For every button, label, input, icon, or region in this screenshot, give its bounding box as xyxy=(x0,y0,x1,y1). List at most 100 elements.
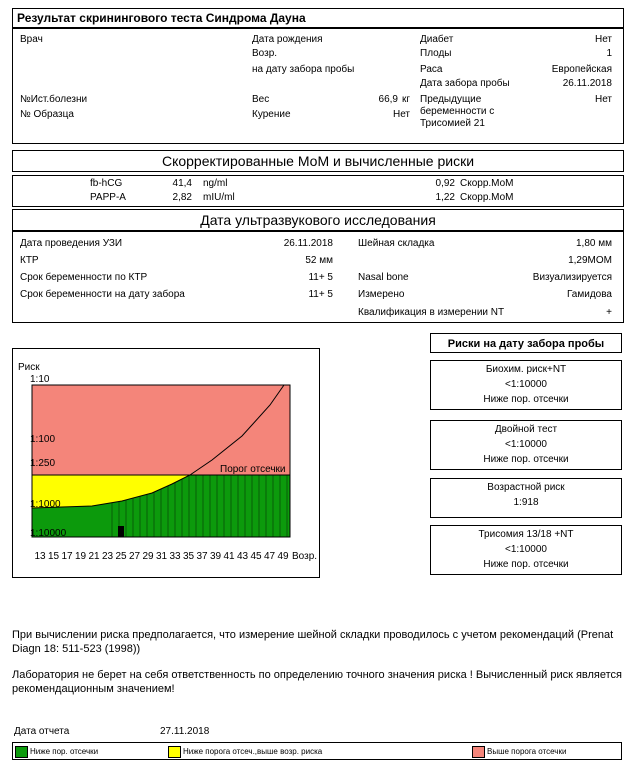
label: Диабет xyxy=(420,34,454,45)
risk-name: Биохим. риск+NT xyxy=(485,364,567,375)
x-tick-label: 21 xyxy=(88,551,100,562)
value: Визуализируется xyxy=(532,272,612,283)
value: 11+ 5 xyxy=(308,289,333,300)
risk-value: <1:10000 xyxy=(505,379,547,390)
label: Дата забора пробы xyxy=(420,78,510,89)
unit: Скорр.МоМ xyxy=(460,178,514,189)
value: 26.11.2018 xyxy=(283,238,333,249)
risk-box xyxy=(430,525,622,575)
label: Вес xyxy=(252,94,270,105)
x-axis-label: Возр. xyxy=(292,551,317,562)
section-title: Риски на дату забора пробы xyxy=(447,338,605,350)
legend-box xyxy=(12,742,622,760)
y-tick-label: 1:10 xyxy=(30,374,50,385)
value: 52 мм xyxy=(305,255,333,266)
value: 1 xyxy=(606,48,612,59)
x-tick-label: 37 xyxy=(196,551,208,562)
label: Врач xyxy=(20,34,43,45)
legend-label: Выше порога отсечки xyxy=(487,747,567,756)
x-tick-label: 45 xyxy=(250,551,262,562)
y-tick-label: 1:250 xyxy=(30,458,55,469)
risk-curve xyxy=(31,384,285,509)
label: Плоды xyxy=(420,48,452,59)
label: Срок беременности по КТР xyxy=(20,272,148,283)
risk-value: 1:918 xyxy=(513,497,539,508)
risk-status: Ниже пор. отсечки xyxy=(483,559,569,570)
x-tick-label: 49 xyxy=(277,551,289,562)
patient-age-bar xyxy=(118,526,124,537)
x-tick-label: 23 xyxy=(102,551,114,562)
x-tick-label: 15 xyxy=(48,551,60,562)
value: 66,9 xyxy=(378,94,398,105)
label: КТР xyxy=(20,255,39,266)
value: Европейская xyxy=(551,64,612,75)
y-tick-label: 1:100 xyxy=(30,434,55,445)
section-box xyxy=(12,150,624,172)
x-tick-label: 41 xyxy=(223,551,235,562)
mom-box xyxy=(12,175,624,207)
label: на дату забора пробы xyxy=(252,64,355,75)
label: Квалификация в измерении NT xyxy=(358,307,505,318)
note: При вычислении риска предполагается, что… xyxy=(12,629,614,655)
x-tick-label: 39 xyxy=(210,551,222,562)
risk-zone-high xyxy=(32,385,290,475)
risk-box xyxy=(430,478,622,518)
risk-name: Возрастной риск xyxy=(487,482,565,493)
x-tick-label: 17 xyxy=(61,551,73,562)
legend-swatch xyxy=(15,746,28,758)
x-tick-label: 27 xyxy=(129,551,141,562)
risk-value: <1:10000 xyxy=(505,439,547,450)
risk-value: <1:10000 xyxy=(505,544,547,555)
value: Гамидова xyxy=(566,289,612,300)
note: Лаборатория не берет на себя ответственн… xyxy=(12,669,623,695)
value: 0,92 xyxy=(435,178,455,189)
section-title: Дата ультразвукового исследования xyxy=(200,212,436,228)
risk-box xyxy=(430,420,622,470)
x-tick-label: 33 xyxy=(169,551,181,562)
label: №Ист.болезни xyxy=(20,94,88,105)
value: 27.11.2018 xyxy=(160,726,210,737)
value: Нет xyxy=(392,109,410,120)
label: Дата отчета xyxy=(14,726,70,737)
x-tick-label: 31 xyxy=(156,551,168,562)
label: Срок беременности на дату забора xyxy=(20,289,185,300)
label: № Образца xyxy=(20,109,74,120)
label: Nasal bone xyxy=(358,272,409,283)
y-tick-label: 1:1000 xyxy=(30,499,61,510)
marker: fb-hCG xyxy=(90,178,123,189)
x-tick-label: 35 xyxy=(183,551,195,562)
label: Шейная складка xyxy=(358,238,435,249)
x-tick-label: 47 xyxy=(264,551,276,562)
risk-name: Двойной тест xyxy=(494,424,558,435)
title: Результат скринингового теста Синдрома Д… xyxy=(17,11,306,25)
patient-box xyxy=(12,28,624,144)
risks-title-box xyxy=(430,333,622,353)
threshold-label: Порог отсечки xyxy=(220,464,286,475)
value: 1,29MOM xyxy=(568,255,612,266)
y-tick-label: 1:10000 xyxy=(30,528,67,539)
x-tick-label: 13 xyxy=(34,551,46,562)
legend-label: Ниже пор. отсечки xyxy=(30,747,99,756)
unit: Скорр.МоМ xyxy=(460,192,514,203)
value: 41,4 xyxy=(172,178,192,189)
risk-zone-mid xyxy=(32,475,190,508)
unit: mIU/ml xyxy=(203,192,235,203)
section-title: Скорректированные МоМ и вычисленные риск… xyxy=(161,153,475,169)
label: Дата проведения УЗИ xyxy=(20,238,123,249)
legend-swatch xyxy=(168,746,181,758)
x-tick-label: 25 xyxy=(115,551,127,562)
header-box xyxy=(12,8,624,28)
x-tick-label: 19 xyxy=(75,551,87,562)
value: 26.11.2018 xyxy=(562,78,612,89)
x-tick-label: 29 xyxy=(142,551,154,562)
label: Дата рождения xyxy=(252,34,323,45)
ultrasound-box xyxy=(12,231,624,323)
legend-label: Ниже порога отсеч.,выше возр. риска xyxy=(183,747,323,756)
value: 1,22 xyxy=(435,192,455,203)
risk-status: Ниже пор. отсечки xyxy=(483,454,569,465)
plot-frame xyxy=(31,384,291,538)
x-tick-label: 43 xyxy=(237,551,249,562)
unit: кг xyxy=(402,94,411,105)
